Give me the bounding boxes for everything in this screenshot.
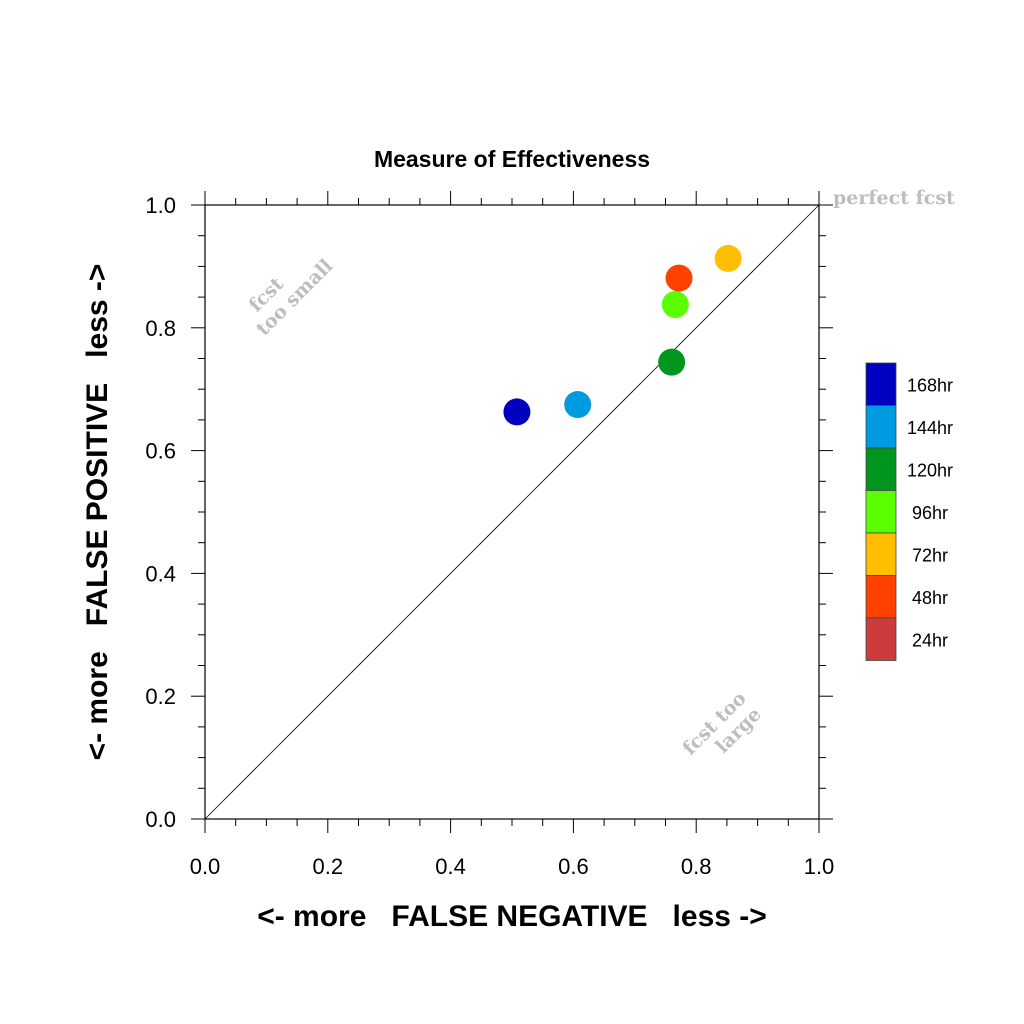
point-144hr: [564, 391, 592, 419]
legend-swatch-120hr: [865, 447, 897, 491]
chart-title: Measure of Effectiveness: [374, 146, 650, 172]
legend: 168hr 144hr 120hr 96hr 72hr 48hr 24hr: [865, 362, 953, 661]
y-tick-label: 0.6: [145, 439, 176, 464]
x-tick-label: 0.4: [435, 854, 466, 879]
too-large-annotation: fcst too large: [678, 687, 765, 759]
y-tick-label: 0.4: [145, 561, 176, 586]
y-tick-label: 0.0: [145, 807, 176, 832]
too-small-annotation: fcst too small: [245, 255, 337, 340]
point-120hr: [658, 348, 686, 376]
legend-swatch-96hr: [865, 490, 897, 534]
legend-label-144hr: 144hr: [907, 418, 953, 438]
x-tick-label: 0.2: [313, 854, 344, 879]
x-tick-label: 0.6: [558, 854, 589, 879]
legend-label-72hr: 72hr: [912, 545, 948, 565]
y-tick-label: 1.0: [145, 193, 176, 218]
legend-label-96hr: 96hr: [912, 503, 948, 523]
legend-swatch-72hr: [865, 532, 897, 576]
axis-ticks: [191, 191, 833, 833]
point-48hr: [665, 264, 693, 292]
legend-swatch-24hr: [865, 617, 897, 661]
point-72hr: [714, 244, 742, 272]
legend-swatch-168hr: [865, 362, 897, 406]
x-tick-label: 0.8: [681, 854, 712, 879]
legend-label-24hr: 24hr: [912, 630, 948, 650]
x-tick-label: 1.0: [804, 854, 835, 879]
data-points: [503, 244, 742, 426]
y-tick-label: 0.8: [145, 316, 176, 341]
plot-frame: [204, 204, 820, 820]
legend-swatch-48hr: [865, 575, 897, 619]
x-axis-label: <- more FALSE NEGATIVE less ->: [257, 900, 767, 933]
point-168hr: [503, 398, 531, 426]
y-tick-labels: 0.0 0.2 0.4 0.6 0.8 1.0: [145, 193, 176, 832]
y-tick-label: 0.2: [145, 684, 176, 709]
x-tick-labels: 0.0 0.2 0.4 0.6 0.8 1.0: [190, 854, 835, 879]
legend-label-48hr: 48hr: [912, 588, 948, 608]
perfect-forecast-line: [204, 204, 820, 820]
y-axis-label: <- more FALSE POSITIVE less ->: [81, 264, 114, 761]
legend-label-120hr: 120hr: [907, 460, 953, 480]
perfect-forecast-annotation: perfect fcst: [833, 187, 955, 209]
point-96hr: [661, 290, 689, 318]
x-tick-label: 0.0: [190, 854, 221, 879]
legend-label-168hr: 168hr: [907, 375, 953, 395]
legend-swatch-144hr: [865, 405, 897, 449]
